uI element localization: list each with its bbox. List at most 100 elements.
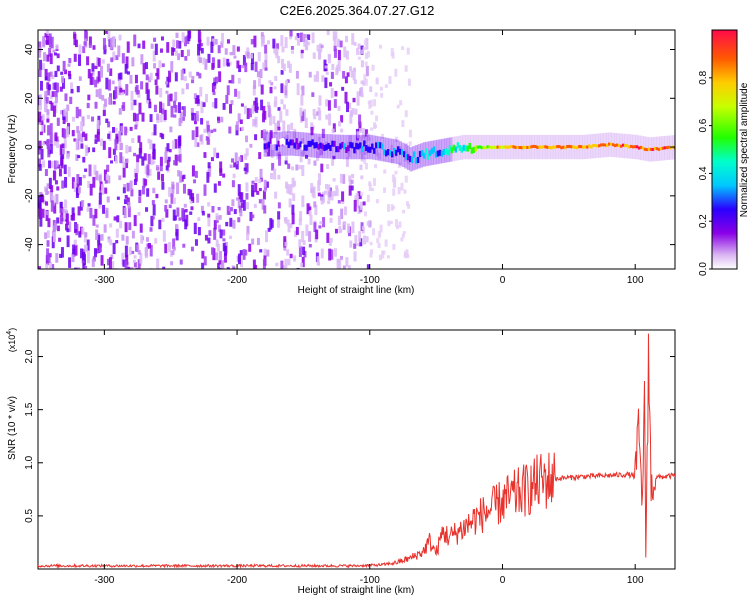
heatmap-cell [205, 93, 209, 103]
heatmap-cell [225, 94, 229, 104]
heatmap-cell [64, 208, 68, 220]
heatmap-cell [169, 126, 173, 133]
ridge-cell [659, 147, 663, 151]
heatmap-cell [48, 177, 52, 189]
heatmap-cell [243, 167, 247, 171]
heatmap-cell [145, 82, 149, 94]
heatmap-cell [207, 213, 211, 218]
heatmap-cell [173, 114, 177, 118]
heatmap-cell [262, 190, 266, 200]
heatmap-cell [55, 82, 59, 93]
heatmap-cell [242, 199, 246, 211]
ridge-cell [408, 155, 412, 162]
heatmap-cell [75, 154, 79, 161]
heatmap-cell [217, 59, 221, 69]
heatmap-cell [252, 85, 256, 96]
heatmap-cell [301, 230, 305, 242]
heatmap-cell [197, 217, 201, 222]
heatmap-cell [287, 258, 291, 266]
heatmap-cell [356, 91, 360, 99]
heatmap-cell [222, 242, 226, 252]
heatmap-cell [155, 72, 159, 76]
heatmap-cell [318, 51, 322, 59]
heatmap-cell [46, 33, 50, 37]
heatmap-cell [311, 32, 315, 44]
heatmap-cell [183, 203, 187, 208]
ridge-cell [536, 145, 539, 149]
heatmap-cell [242, 249, 246, 260]
heatmap-cell [353, 199, 357, 212]
heatmap-cell [195, 126, 199, 138]
ridge-cell [430, 148, 434, 155]
heatmap-cell [251, 214, 255, 219]
heatmap-cell [249, 211, 253, 222]
heatmap-cell [330, 249, 334, 260]
heatmap-cell [176, 207, 180, 217]
heatmap-cell [301, 138, 305, 149]
snr-y-ticks: 0.51.01.52.0 [24, 349, 675, 523]
heatmap-cell [254, 97, 258, 103]
heatmap-cell [151, 132, 155, 136]
heatmap-cell [317, 136, 321, 142]
heatmap-cell [300, 262, 304, 268]
y-tick-label: 1.0 [24, 455, 35, 469]
heatmap-cell [262, 62, 266, 70]
heatmap-cell [126, 182, 130, 192]
heatmap-cell [258, 187, 262, 192]
heatmap-cell [96, 131, 100, 142]
heatmap-cell [293, 255, 297, 262]
heatmap-cell [295, 70, 299, 79]
heatmap-cell [349, 66, 353, 72]
heatmap-cell [233, 209, 237, 215]
heatmap-cell [177, 53, 181, 61]
heatmap-cell [305, 154, 309, 159]
heatmap-cell [83, 41, 87, 46]
heatmap-cell [337, 105, 341, 111]
heatmap-cell [330, 87, 334, 98]
heatmap-cell [112, 51, 116, 61]
heatmap-cell [174, 139, 178, 149]
heatmap-cell [122, 89, 126, 94]
heatmap-cell [386, 255, 390, 259]
heatmap-cell [256, 71, 260, 78]
heatmap-cell [164, 199, 168, 204]
heatmap-cell [236, 60, 240, 69]
heatmap-cell [74, 267, 78, 269]
heatmap-cell [49, 191, 53, 203]
snr-panel: -300 -200 -100 0 100 0.51.01.52.0 Height of … [6, 328, 676, 596]
ridge-cell [665, 146, 669, 150]
heatmap-cell [351, 221, 355, 234]
ridge-cell [504, 145, 507, 149]
heatmap-cell [62, 60, 66, 72]
heatmap-cell [146, 89, 150, 101]
ridge-cell [532, 144, 535, 148]
heatmap-cell [301, 85, 305, 96]
heatmap-cell [286, 249, 290, 256]
heatmap-cell [174, 105, 178, 113]
heatmap-cell [345, 50, 349, 60]
heatmap-cell [49, 123, 53, 134]
heatmap-cell [64, 111, 68, 123]
heatmap-cell [379, 86, 383, 91]
heatmap-cell [200, 118, 204, 125]
ridge-cell [673, 146, 675, 150]
heatmap-cell [91, 116, 95, 122]
heatmap-cell [39, 80, 43, 91]
heatmap-cell [291, 166, 295, 171]
heatmap-cell [221, 260, 225, 269]
ridge-cell [560, 146, 563, 150]
ridge-cell [506, 145, 509, 149]
heatmap-cell [264, 54, 268, 60]
heatmap-cell [73, 239, 77, 246]
heatmap-cell [165, 165, 169, 171]
ridge-cell [586, 145, 589, 149]
heatmap-cell [329, 237, 333, 243]
heatmap-cell [107, 121, 111, 128]
heatmap-cell [306, 203, 310, 215]
heatmap-cell [200, 101, 204, 114]
heatmap-cell [107, 31, 111, 41]
colorbar-tick-label: 0.6 [698, 118, 709, 132]
heatmap-cell [291, 204, 295, 215]
ridge-cell [392, 147, 396, 154]
heatmap-cell [141, 112, 145, 122]
